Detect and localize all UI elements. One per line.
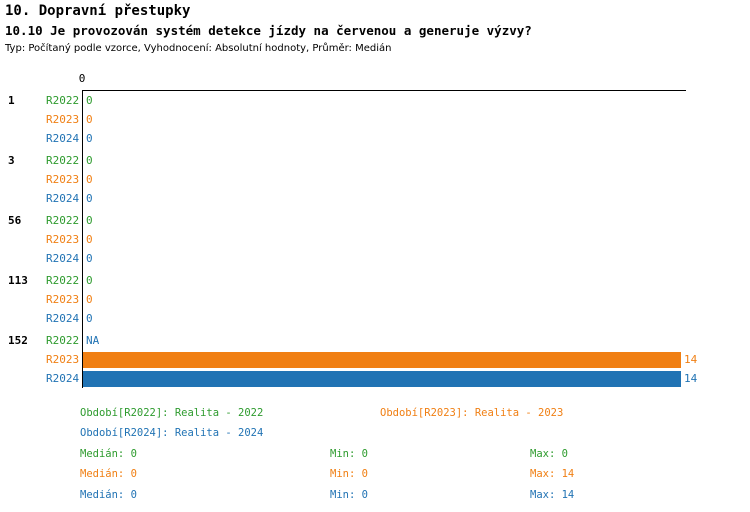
- bar-group: 3 R2022 0 R2023 0 R2024 0: [0, 151, 750, 208]
- value-label: 0: [86, 312, 93, 325]
- bar-area: 0: [83, 192, 750, 205]
- series-label: R2023: [46, 113, 80, 126]
- plot-area: 1 R2022 0 R2023 0 R2024 0 3 R2022 0 R2023 0 R2024 0 56…: [0, 91, 750, 391]
- chart-row: R2024 0: [0, 189, 750, 208]
- stat-min-r2024: Min: 0: [330, 489, 368, 501]
- chart-row: 56 R2022 0: [0, 211, 750, 230]
- stat-median-r2023: Medián: 0: [80, 468, 137, 480]
- value-label: NA: [86, 334, 100, 347]
- chart-row: R2024 14: [0, 369, 750, 388]
- bar-area: 0: [83, 274, 750, 287]
- series-label: R2024: [46, 372, 80, 385]
- series-label: R2024: [46, 132, 80, 145]
- chart-row: R2024 0: [0, 249, 750, 268]
- group-label: 152: [8, 334, 28, 347]
- series-label: R2023: [46, 353, 80, 366]
- value-label: 0: [86, 214, 93, 227]
- stat-max-r2023: Max: 14: [530, 468, 575, 480]
- series-label: R2022: [46, 214, 80, 227]
- value-label: 0: [86, 293, 93, 306]
- stat-median-r2024: Medián: 0: [80, 489, 137, 501]
- chart-row: R2023 0: [0, 170, 750, 189]
- value-label: 0: [86, 113, 93, 126]
- stat-max-r2024: Max: 14: [530, 489, 575, 501]
- bar-area: 0: [83, 252, 750, 265]
- series-label: R2022: [46, 334, 80, 347]
- group-label: 56: [8, 214, 22, 227]
- bar-area: 0: [83, 132, 750, 145]
- chart-row: R2023 0: [0, 110, 750, 129]
- series-label: R2023: [46, 173, 80, 186]
- series-label: R2024: [46, 312, 80, 325]
- value-label: 0: [86, 274, 93, 287]
- bar-group: 56 R2022 0 R2023 0 R2024 0: [0, 211, 750, 268]
- series-label: R2022: [46, 94, 80, 107]
- bar-area: 0: [83, 94, 750, 107]
- group-label: 113: [8, 274, 28, 287]
- chart-row: 152 R2022 NA: [0, 331, 750, 350]
- chart-meta-info: Typ: Počítaný podle vzorce, Vyhodnocení:…: [5, 43, 392, 54]
- value-label: 0: [86, 154, 93, 167]
- value-label: 0: [86, 173, 93, 186]
- value-label: 0: [86, 94, 93, 107]
- bar-group: 1 R2022 0 R2023 0 R2024 0: [0, 91, 750, 148]
- x-axis-tick-label: 0: [78, 72, 86, 85]
- stat-median-r2022: Medián: 0: [80, 448, 137, 460]
- bar-area: 0: [83, 293, 750, 306]
- series-label: R2022: [46, 274, 80, 287]
- chart-row: R2024 0: [0, 309, 750, 328]
- chart-row: R2023 14: [0, 350, 750, 369]
- chart-row: R2024 0: [0, 129, 750, 148]
- series-label: R2023: [46, 293, 80, 306]
- chart-subtitle: 10.10 Je provozován systém detekce jízdy…: [5, 23, 532, 38]
- bar-area: 14: [83, 351, 750, 368]
- chart-row: R2023 0: [0, 290, 750, 309]
- value-label: 0: [86, 252, 93, 265]
- bar-group: 113 R2022 0 R2023 0 R2024 0: [0, 271, 750, 328]
- bar-area: 0: [83, 214, 750, 227]
- bar: [83, 351, 681, 368]
- legend-item-r2022: Období[R2022]: Realita - 2022: [80, 407, 264, 419]
- value-label: 0: [86, 233, 93, 246]
- group-label: 1: [8, 94, 15, 107]
- bar-area: 14: [83, 370, 750, 387]
- stat-min-r2022: Min: 0: [330, 448, 368, 460]
- series-label: R2024: [46, 252, 80, 265]
- group-label: 3: [8, 154, 15, 167]
- bar: [83, 370, 681, 387]
- y-axis-line: [82, 90, 83, 388]
- stat-max-r2022: Max: 0: [530, 448, 568, 460]
- bar-group: 152 R2022 NA R2023 14 R2024 14: [0, 331, 750, 388]
- bar-area: 0: [83, 173, 750, 186]
- chart-row: 1 R2022 0: [0, 91, 750, 110]
- legend-item-r2023: Období[R2023]: Realita - 2023: [380, 407, 564, 419]
- bar-area: NA: [83, 334, 750, 347]
- series-label: R2023: [46, 233, 80, 246]
- series-label: R2022: [46, 154, 80, 167]
- bar-area: 0: [83, 233, 750, 246]
- chart-row: 3 R2022 0: [0, 151, 750, 170]
- bar-area: 0: [83, 154, 750, 167]
- series-label: R2024: [46, 192, 80, 205]
- chart-row: R2023 0: [0, 230, 750, 249]
- value-label: 14: [684, 353, 698, 366]
- legend-item-r2024: Období[R2024]: Realita - 2024: [80, 427, 264, 439]
- value-label: 0: [86, 132, 93, 145]
- value-label: 0: [86, 192, 93, 205]
- stat-min-r2023: Min: 0: [330, 468, 368, 480]
- page-title: 10. Dopravní přestupky: [5, 3, 191, 19]
- chart-row: 113 R2022 0: [0, 271, 750, 290]
- bar-area: 0: [83, 312, 750, 325]
- value-label: 14: [684, 372, 698, 385]
- bar-area: 0: [83, 113, 750, 126]
- x-axis-line: [82, 90, 686, 91]
